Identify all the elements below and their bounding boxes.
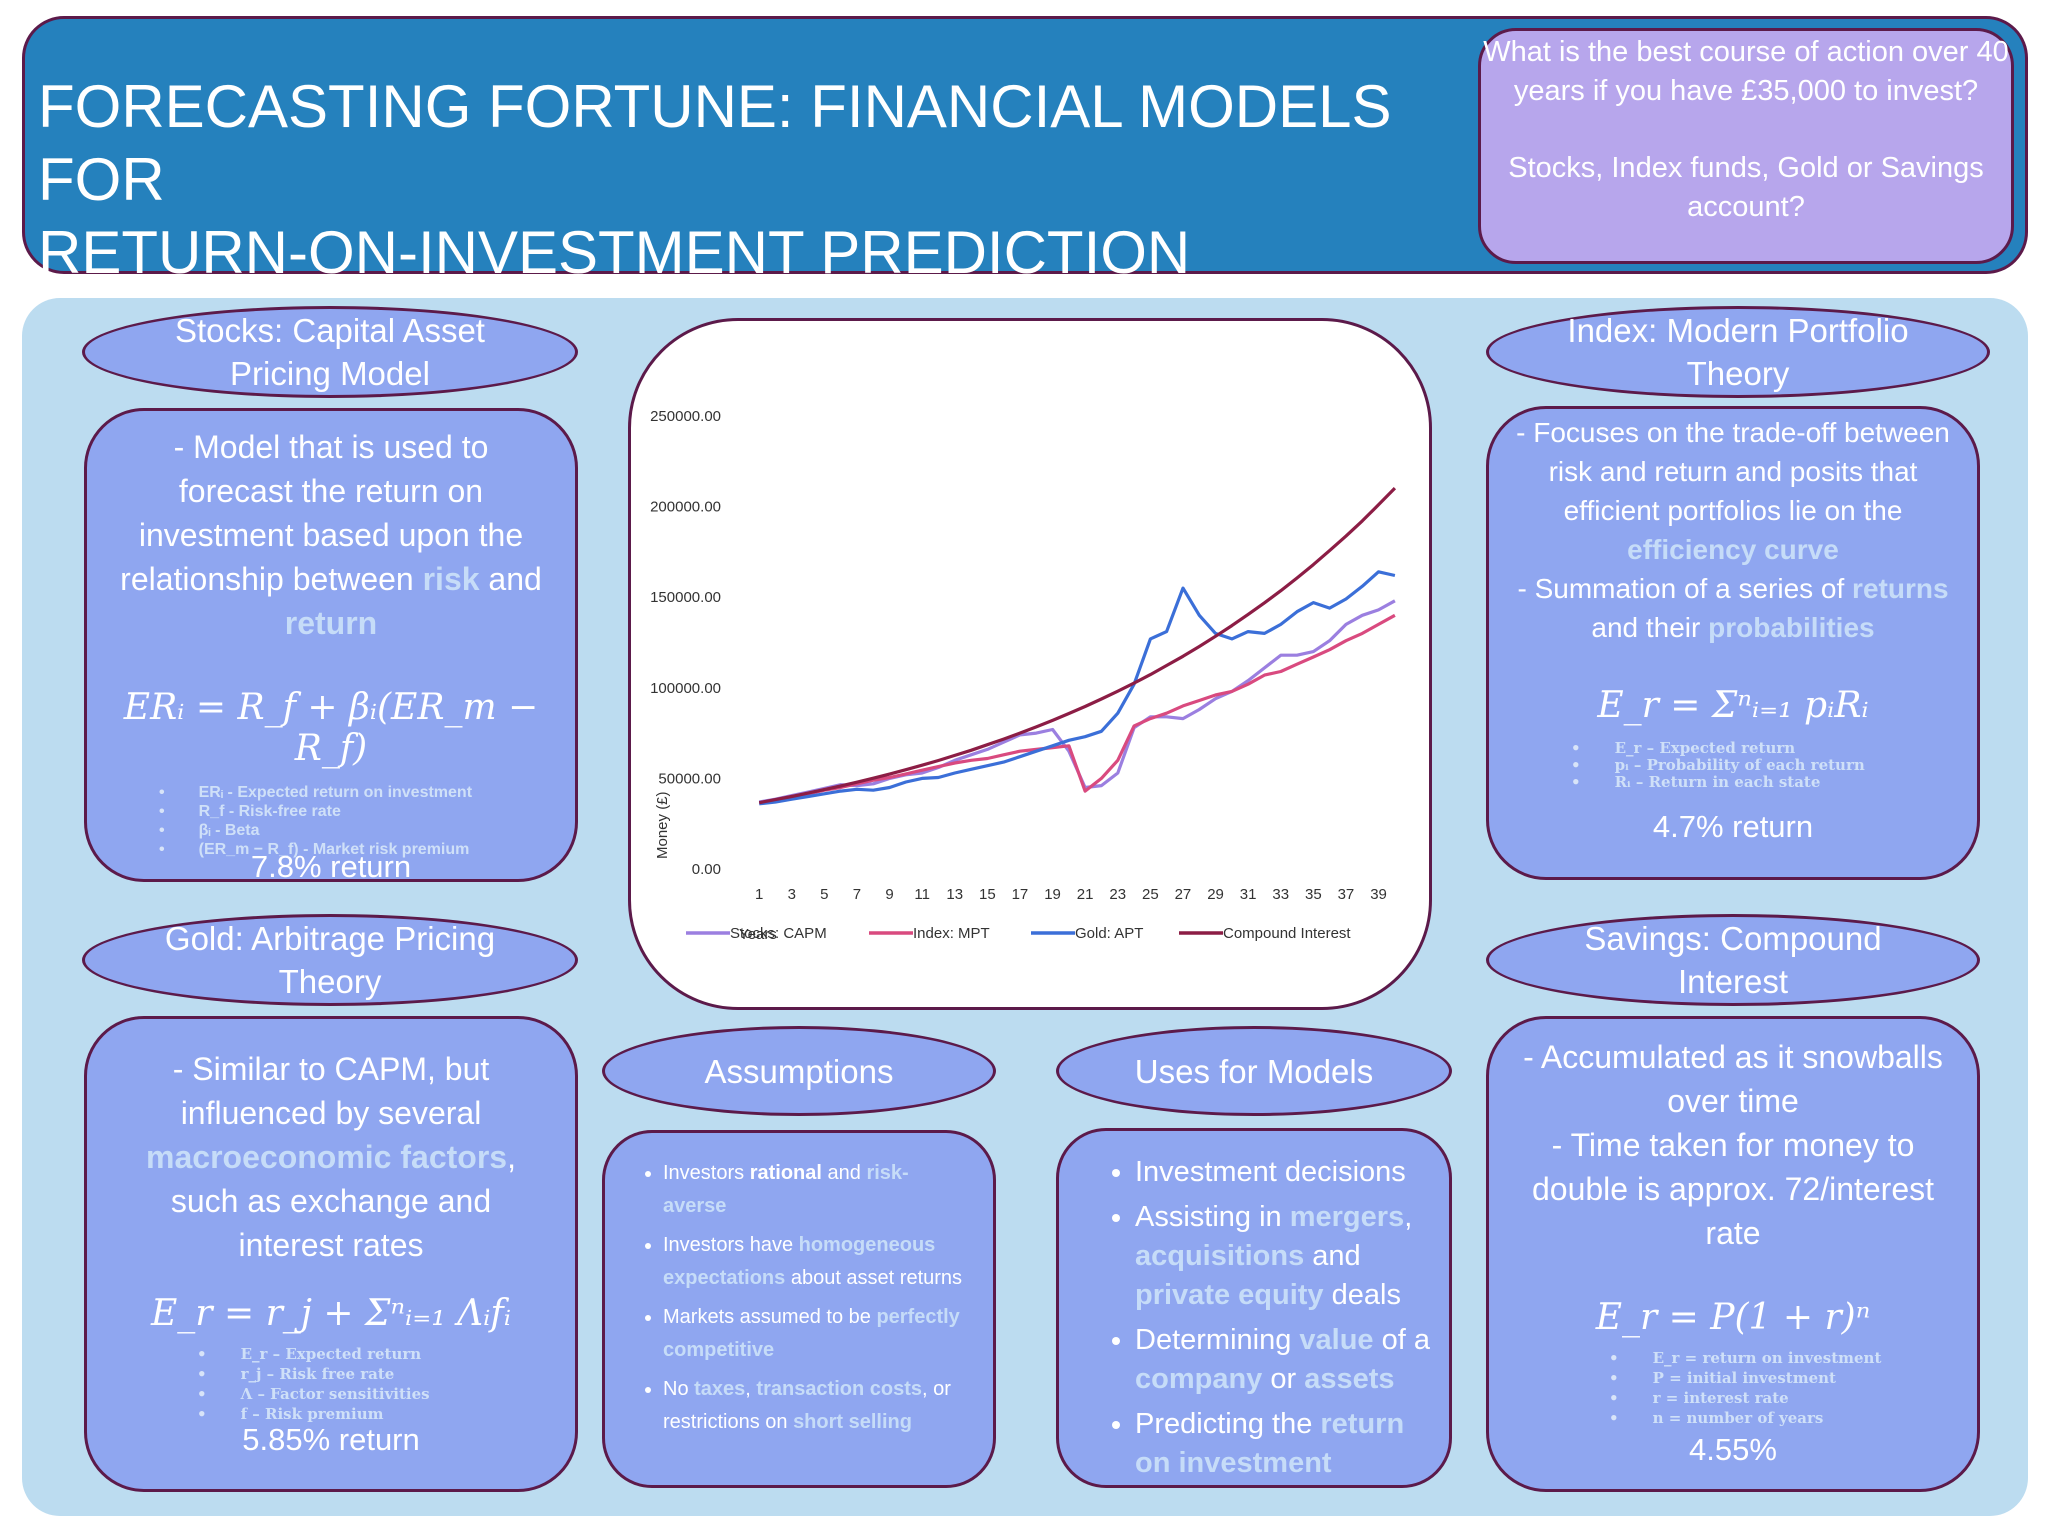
legend-label: Stocks: CAPM <box>730 925 827 942</box>
stocks-title: Stocks: Capital Asset Pricing Model <box>175 312 485 392</box>
mpt-legend: E_r – Expected return pᵢ – Probability o… <box>1489 740 1977 791</box>
x-tick-label: 37 <box>1338 886 1355 903</box>
series-line <box>758 613 1396 805</box>
savings-title-pill: Savings: Compound Interest <box>1486 914 1980 1006</box>
uses-item: Predicting the return on investment <box>1135 1405 1435 1483</box>
question-text: What is the best course of action over 4… <box>1483 36 2009 107</box>
assumptions-list: Investors rational and risk-averseInvest… <box>605 1133 993 1439</box>
gold-description: - Similar to CAPM, but influenced by sev… <box>146 1051 516 1263</box>
chart-container: 0.00 50000.00 100000.00 150000.00 200000.00 2… <box>628 318 1432 1010</box>
uses-item: Investment decisions <box>1135 1153 1435 1192</box>
y-tick-label: 100000.00 <box>650 680 721 697</box>
uses-item: Assisting in mergers, acquisitions and p… <box>1135 1198 1435 1315</box>
uses-title-pill: Uses for Models <box>1056 1026 1452 1116</box>
uses-list: Investment decisions Assisting in mergers… <box>1059 1131 1449 1483</box>
assumptions-item: Investors have homogeneous expectations … <box>663 1229 971 1295</box>
stocks-title-pill: Stocks: Capital Asset Pricing Model <box>82 306 578 398</box>
x-tick-label: 21 <box>1077 886 1094 903</box>
series-line <box>758 486 1397 805</box>
x-tick-label: 5 <box>820 886 828 903</box>
index-description: - Focuses on the trade-off between risk … <box>1516 417 1950 643</box>
series-line <box>759 570 1396 806</box>
index-card: - Focuses on the trade-off between risk … <box>1486 406 1980 880</box>
x-tick-label: 9 <box>885 886 893 903</box>
mpt-formula: E_r = Σⁿᵢ₌₁ pᵢRᵢ <box>1597 685 1869 726</box>
y-tick-label: 150000.00 <box>650 589 721 606</box>
title-line-2: RETURN-ON-INVESTMENT PREDICTION <box>38 219 1191 286</box>
uses-title: Uses for Models <box>1134 1052 1374 1090</box>
x-tick-label: 33 <box>1272 886 1289 903</box>
x-tick-label: 29 <box>1207 886 1224 903</box>
stocks-return: 7.8% return <box>250 849 412 884</box>
capm-legend: ERᵢ - Expected return on investment R_f … <box>87 783 575 859</box>
page-title: FORECASTING FORTUNE: FINANCIAL MODELS FO… <box>38 70 1478 289</box>
stocks-card: - Model that is used to forecast the ret… <box>84 408 578 884</box>
x-tick-label: 31 <box>1240 886 1257 903</box>
capm-formula: ERᵢ = R_f + βᵢ(ER_m − R_f) <box>123 687 539 769</box>
x-tick-label: 27 <box>1175 886 1192 903</box>
assumptions-title-pill: Assumptions <box>602 1026 996 1116</box>
title-line-1: FORECASTING FORTUNE: FINANCIAL MODELS FO… <box>38 73 1392 213</box>
assumptions-item: Markets assumed to be perfectly competit… <box>663 1301 971 1367</box>
x-tick-label: 1 <box>755 886 763 903</box>
y-tick-label: 250000.00 <box>650 408 721 425</box>
x-tick-label: 13 <box>946 886 963 903</box>
x-tick-label: 35 <box>1305 886 1322 903</box>
x-tick-label: 23 <box>1109 886 1126 903</box>
x-axis-label: Years <box>739 926 777 943</box>
index-title-pill: Index: Modern Portfolio Theory <box>1486 306 1990 398</box>
roi-line-chart: 0.00 50000.00 100000.00 150000.00 200000.00 2… <box>650 408 1397 943</box>
gold-return: 5.85% return <box>242 1422 420 1457</box>
compound-legend: E_r = return on investment P = initial i… <box>1489 1348 1977 1428</box>
index-return: 4.7% return <box>1652 809 1814 844</box>
savings-return: 4.55% <box>1689 1432 1777 1467</box>
legend-label: Gold: APT <box>1075 925 1143 942</box>
x-tick-label: 17 <box>1012 886 1029 903</box>
x-tick-label: 7 <box>853 886 861 903</box>
gold-card: - Similar to CAPM, but influenced by sev… <box>84 1016 578 1492</box>
x-tick-label: 25 <box>1142 886 1159 903</box>
x-tick-label: 19 <box>1044 886 1061 903</box>
legend-label: Index: MPT <box>913 925 990 942</box>
assumptions-title: Assumptions <box>704 1052 894 1090</box>
question-box: What is the best course of action over 4… <box>1478 28 2014 264</box>
gold-title: Gold: Arbitrage Pricing Theory <box>164 920 496 1000</box>
assumptions-item: No taxes, transaction costs, or restrict… <box>663 1373 971 1439</box>
savings-title: Savings: Compound Interest <box>1584 920 1882 1000</box>
y-tick-label: 0.00 <box>692 861 721 878</box>
options-text: Stocks, Index funds, Gold or Savings acc… <box>1508 152 1984 223</box>
apt-formula: E_r = r_j + Σⁿᵢ₌₁ Λᵢfᵢ <box>151 1293 511 1334</box>
index-title: Index: Modern Portfolio Theory <box>1567 312 1909 392</box>
legend-label: Compound Interest <box>1223 925 1351 942</box>
apt-legend: E_r – Expected return r_j – Risk free ra… <box>87 1344 575 1424</box>
y-tick-label: 200000.00 <box>650 499 721 516</box>
x-tick-label: 39 <box>1370 886 1387 903</box>
x-tick-label: 3 <box>788 886 796 903</box>
gold-title-pill: Gold: Arbitrage Pricing Theory <box>82 914 578 1006</box>
savings-description: - Accumulated as it snowballs over time … <box>1523 1039 1943 1251</box>
compound-formula: E_r = P(1 + r)ⁿ <box>1595 1297 1871 1338</box>
x-tick-label: 11 <box>914 886 930 903</box>
assumptions-card: Investors rational and risk-averseInvest… <box>602 1130 996 1488</box>
savings-card: - Accumulated as it snowballs over time … <box>1486 1016 1980 1492</box>
uses-card: Investment decisions Assisting in mergers… <box>1056 1128 1452 1488</box>
y-axis-label: Money (£) <box>654 791 671 859</box>
x-tick-label: 15 <box>979 886 996 903</box>
assumptions-item: Investors rational and risk-averse <box>663 1157 971 1223</box>
uses-item: Determining value of a company or assets <box>1135 1321 1435 1399</box>
stocks-description: - Model that is used to forecast the ret… <box>120 429 542 641</box>
y-tick-label: 50000.00 <box>658 770 721 787</box>
